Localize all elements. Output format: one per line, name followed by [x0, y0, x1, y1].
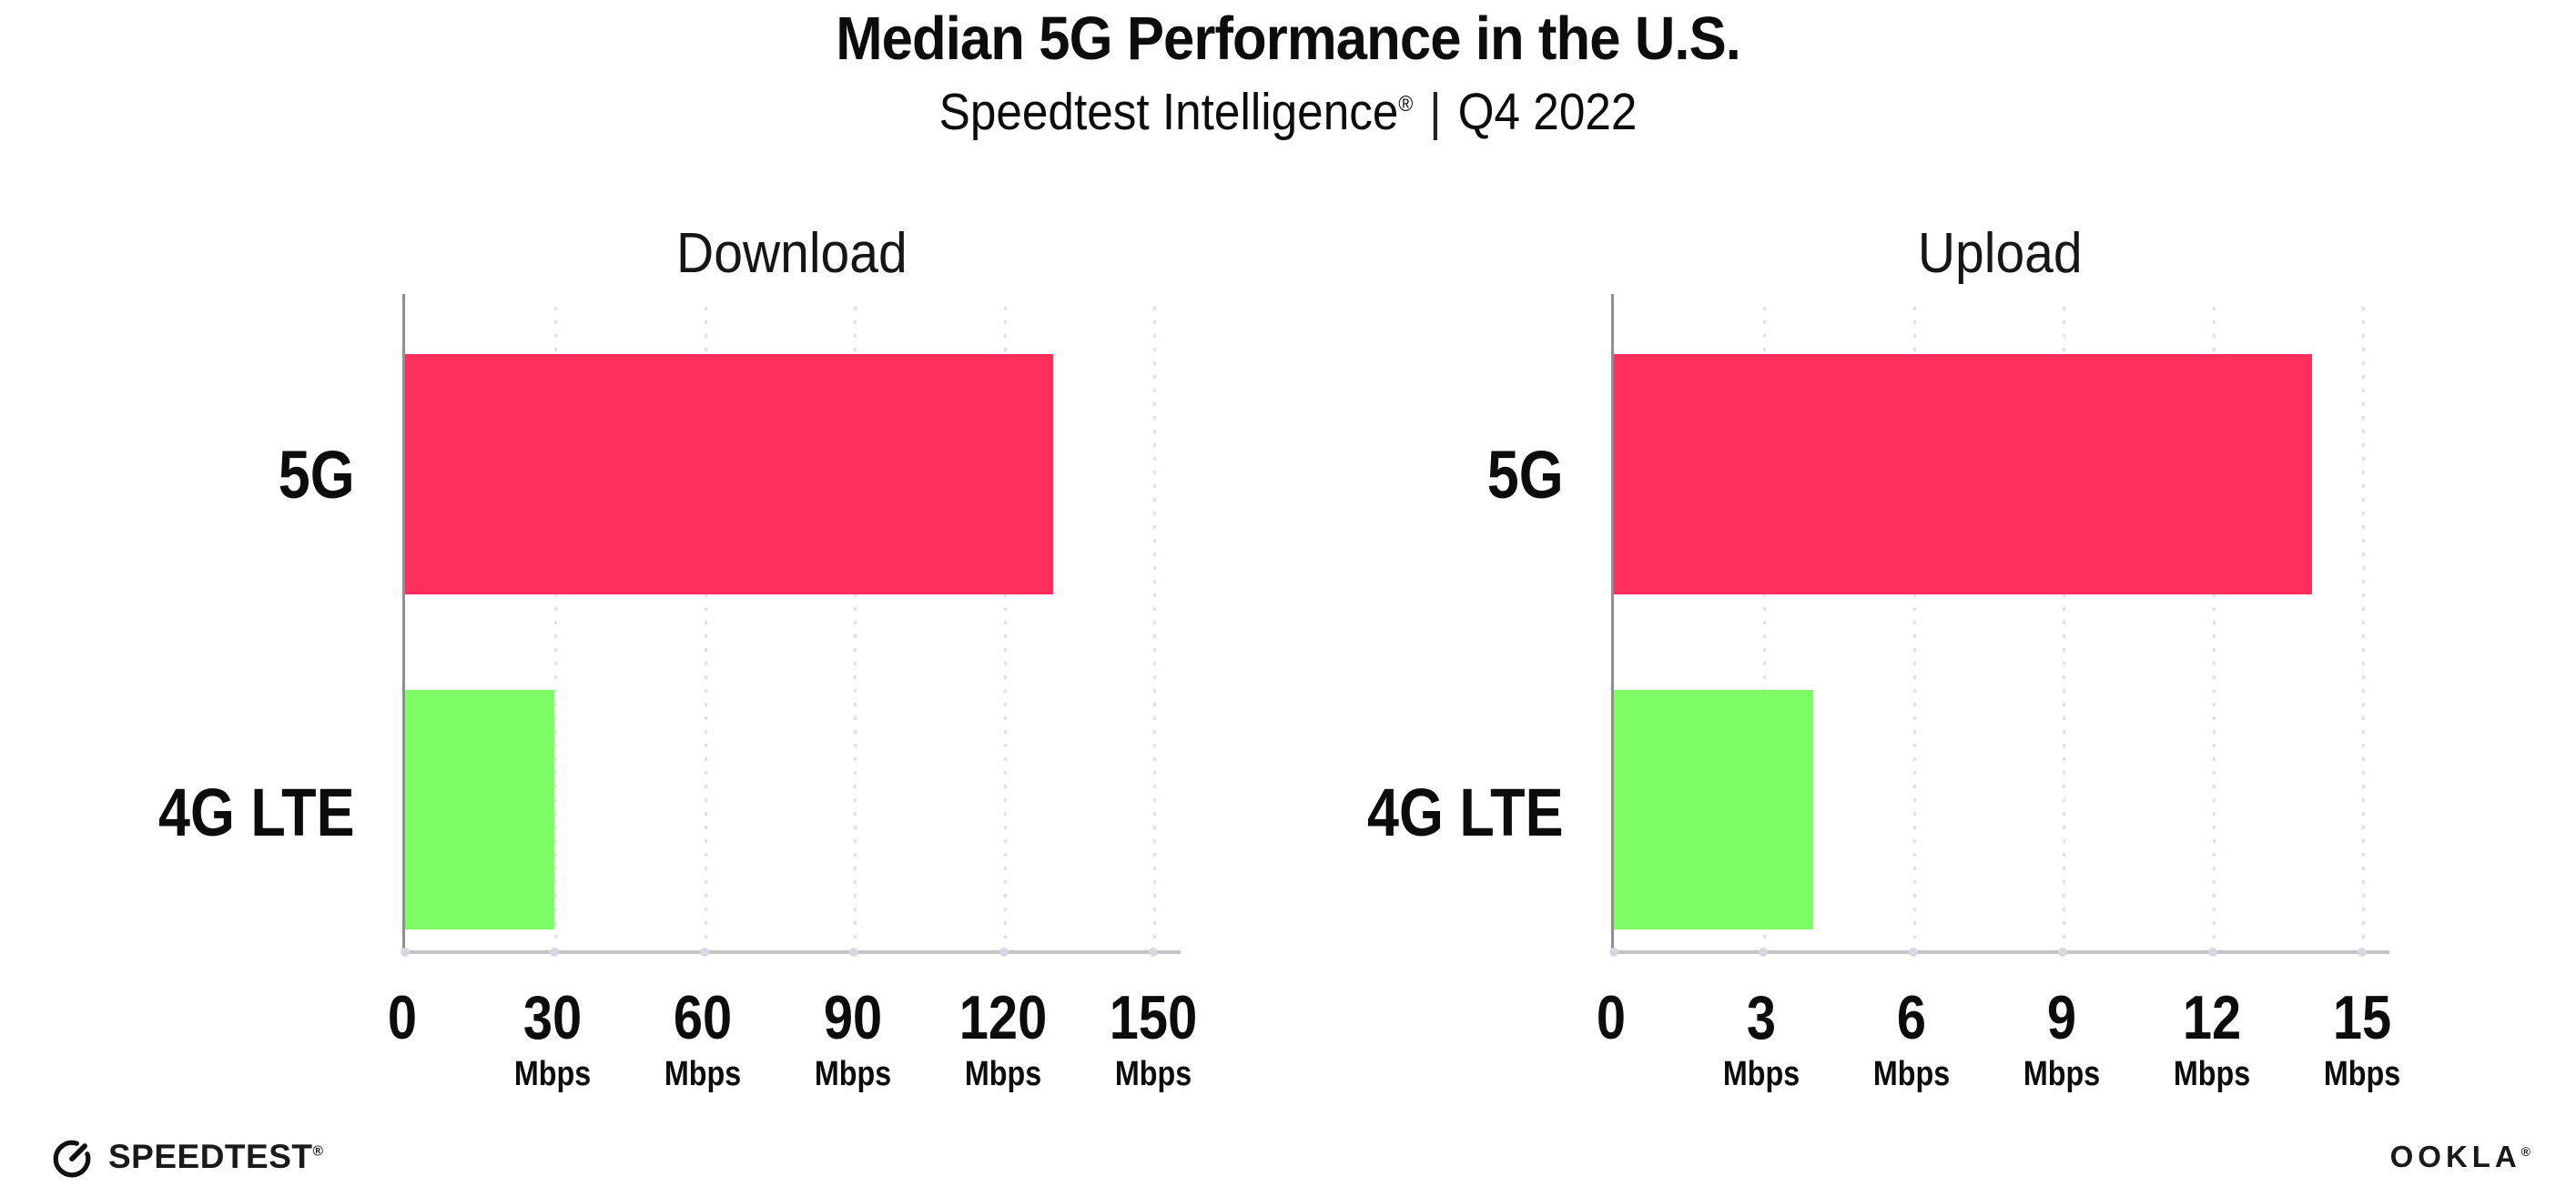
x-tick-value: 150 [1109, 983, 1198, 1052]
subtitle-separator: | [1429, 83, 1442, 142]
axis-tick-dot [2058, 948, 2068, 957]
x-axis-labels: 0 3 Mbps 6 Mbps 9 Mbps 12 Mbps 15 Mbps [1597, 954, 2400, 1113]
x-tick-value: 60 [673, 983, 733, 1052]
subtitle-brand: Speedtest Intelligence [938, 83, 1399, 142]
category-label-5g: 5G [1487, 436, 1564, 512]
x-tick-unit: Mbps [664, 1055, 742, 1093]
ookla-logo: OOKLA® [2390, 1140, 2535, 1174]
x-tick-unit: Mbps [1114, 1055, 1192, 1093]
upload-chart: Upload 5G 4G LTE 0 3 Mbps 6 Mbps 9 Mbps 12 Mbps 1… [1338, 221, 2400, 1113]
axis-tick-dot [849, 948, 859, 957]
gridline [554, 307, 558, 950]
page-subtitle: Speedtest Intelligence® | Q4 2022 [0, 82, 2576, 142]
axis-tick-dot [2358, 948, 2368, 957]
x-axis-labels: 0 30 Mbps 60 Mbps 90 Mbps 120 Mbps 150 Mbps [388, 954, 1197, 1113]
chart-title-download-text: Download [675, 222, 908, 285]
x-tick: 60 Mbps [664, 987, 741, 1091]
x-tick-value: 9 [2046, 983, 2077, 1052]
speedtest-reg-mark: ® [312, 1143, 324, 1160]
x-tick-unit: Mbps [964, 1055, 1042, 1093]
x-tick: 90 Mbps [815, 987, 891, 1091]
ookla-logo-text: OOKLA® [2389, 1140, 2535, 1173]
gridline [2063, 307, 2066, 950]
x-tick-value: 120 [958, 983, 1048, 1052]
upload-category-labels: 5G 4G LTE [1338, 305, 1611, 954]
x-tick-value: 3 [1746, 983, 1777, 1052]
bar-5g [1614, 353, 2313, 594]
axis-tick-dot [1149, 948, 1159, 957]
page-title: Median 5G Performance in the U.S. [0, 5, 2576, 73]
x-tick: 0 [388, 987, 417, 1049]
ookla-reg-mark: ® [2520, 1144, 2535, 1159]
subtitle-period: Q4 2022 [1457, 83, 1638, 142]
download-category-labels: 5G 4G LTE [129, 305, 402, 954]
bar-4g-lte [405, 689, 555, 930]
axis-tick-dot [401, 948, 410, 957]
axis-tick-dot [1759, 948, 1769, 957]
x-tick: 3 Mbps [1723, 987, 1800, 1091]
chart-title-download: Download [402, 221, 1181, 305]
speedtest-logo-text: SPEEDTEST® [108, 1138, 324, 1175]
gridline [1003, 307, 1007, 950]
download-chart-body: 5G 4G LTE [129, 294, 1181, 957]
gridline [2212, 307, 2216, 950]
x-tick: 12 Mbps [2174, 987, 2250, 1091]
axis-tick-dot [999, 948, 1009, 957]
gridline [1153, 307, 1157, 950]
download-chart: Download 5G 4G LTE 0 30 Mbps 60 Mbps 90 Mbps 12… [129, 221, 1197, 1113]
x-tick-value: 15 [2332, 983, 2392, 1052]
category-label-5g: 5G [279, 436, 355, 512]
registered-mark: ® [1398, 92, 1414, 117]
plot-area [401, 294, 1181, 957]
bar-4g-lte [1614, 689, 1814, 930]
gridline [704, 307, 707, 950]
axis-tick-dot [1609, 948, 1618, 957]
x-tick: 120 Mbps [959, 987, 1047, 1091]
x-tick-unit: Mbps [1722, 1055, 1800, 1093]
x-tick-value: 0 [1596, 983, 1627, 1052]
axis-tick-dot [2207, 948, 2217, 957]
x-tick-unit: Mbps [2323, 1055, 2401, 1093]
category-label-4g-lte: 4G LTE [158, 774, 355, 850]
chart-title-upload-text: Upload [1918, 222, 2083, 285]
gridline [1763, 307, 1767, 950]
x-tick: 30 Mbps [514, 987, 591, 1091]
x-tick-value: 0 [387, 983, 418, 1052]
x-tick-value: 6 [1896, 983, 1927, 1052]
upload-chart-body: 5G 4G LTE [1338, 294, 2389, 957]
speedtest-logo: SPEEDTEST® [50, 1135, 323, 1179]
x-tick-value: 90 [823, 983, 883, 1052]
x-tick-unit: Mbps [814, 1055, 892, 1093]
gridline [2362, 307, 2366, 950]
axis-tick-dot [550, 948, 560, 957]
x-tick: 6 Mbps [1873, 987, 1950, 1091]
plot-area [1609, 294, 2389, 957]
x-tick: 15 Mbps [2324, 987, 2400, 1091]
gridline [854, 307, 857, 950]
speedtest-gauge-icon [53, 1140, 91, 1178]
axis-tick-dot [1908, 948, 1918, 957]
header: Median 5G Performance in the U.S. Speedt… [0, 5, 2576, 142]
bar-5g [405, 353, 1054, 594]
chart-title-upload: Upload [1611, 221, 2389, 305]
x-tick-unit: Mbps [2173, 1055, 2251, 1093]
x-tick: 150 Mbps [1110, 987, 1197, 1091]
x-tick-unit: Mbps [2023, 1055, 2101, 1093]
x-tick-unit: Mbps [513, 1055, 592, 1093]
category-label-4g-lte: 4G LTE [1367, 774, 1564, 850]
x-tick: 0 [1597, 987, 1626, 1049]
gridline [1912, 307, 1916, 950]
axis-tick-dot [699, 948, 709, 957]
x-tick-value: 12 [2182, 983, 2242, 1052]
x-tick: 9 Mbps [2023, 987, 2100, 1091]
x-tick-value: 30 [522, 983, 583, 1052]
page-title-text: Median 5G Performance in the U.S. [836, 5, 1741, 73]
x-tick-unit: Mbps [1872, 1055, 1951, 1093]
footer: SPEEDTEST® OOKLA® [50, 1131, 2535, 1182]
